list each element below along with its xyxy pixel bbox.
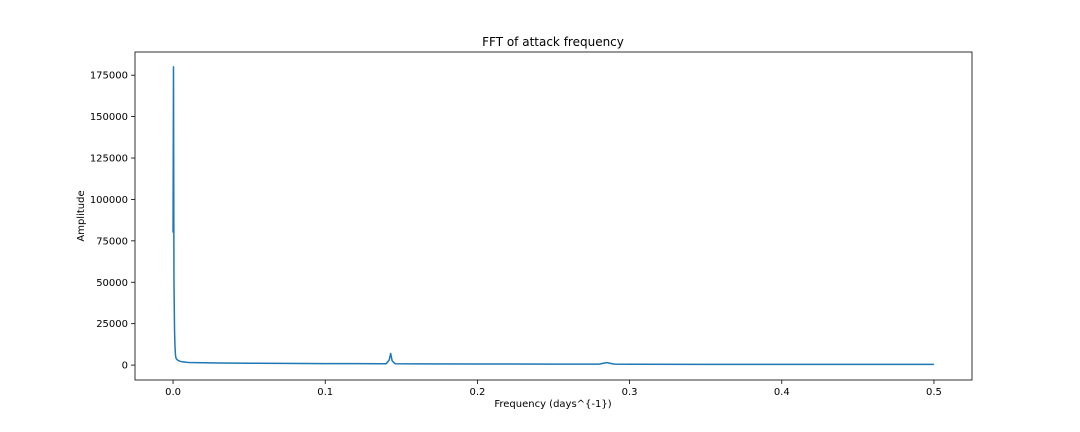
y-tick-label: 125000 [90, 154, 128, 165]
y-tick-label: 0 [122, 361, 128, 372]
series-line [172, 66, 934, 366]
y-tick-label: 25000 [96, 319, 128, 330]
x-tick-label: 0.0 [165, 387, 181, 398]
x-tick-label: 0.3 [622, 387, 638, 398]
chart-title: FFT of attack frequency [482, 35, 624, 49]
x-tick-label: 0.2 [469, 387, 485, 398]
x-tick-label: 0.1 [317, 387, 333, 398]
x-tick-label: 0.4 [774, 387, 790, 398]
x-tick-label: 0.5 [926, 387, 942, 398]
y-tick-label: 150000 [90, 112, 128, 123]
y-tick-label: 50000 [96, 278, 128, 289]
y-tick-label: 75000 [96, 236, 128, 247]
plot-area-frame [134, 51, 973, 381]
y-axis: 0 25000 50000 75000 100000 125000 150000 175000 [90, 71, 135, 372]
x-axis-label: Frequency (days^{-1}) [494, 399, 611, 410]
y-tick-label: 175000 [90, 71, 128, 82]
y-axis-label: Amplitude [76, 190, 87, 241]
y-tick-label: 100000 [90, 195, 128, 206]
plot-layer [172, 66, 934, 366]
x-axis: 0.0 0.1 0.2 0.3 0.4 0.5 [165, 380, 942, 398]
